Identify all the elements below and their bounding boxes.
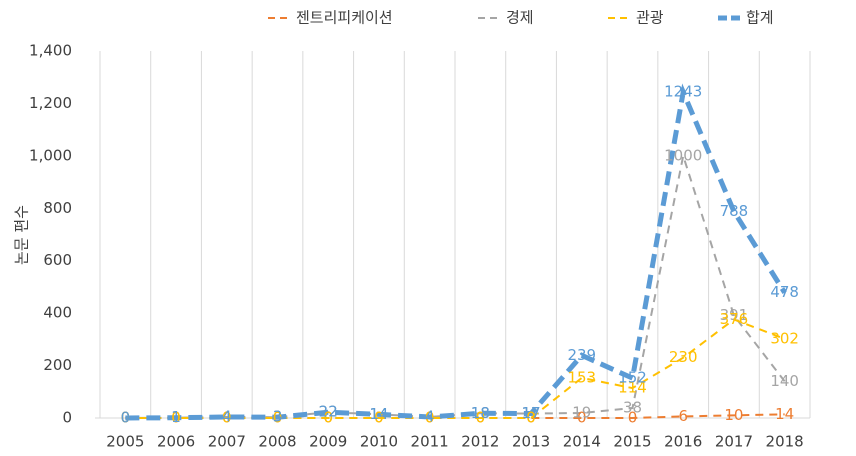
data-label: 391 [720, 306, 749, 324]
legend-label: 젠트리피케이션 [296, 9, 393, 27]
data-label: 0 [273, 409, 283, 427]
data-label: 4 [425, 407, 435, 425]
data-label: 1000 [664, 146, 702, 164]
data-label: 22 [319, 403, 338, 421]
data-label: 140 [770, 372, 799, 390]
x-tick-label: 2006 [157, 433, 195, 451]
data-label: 0 [476, 409, 486, 427]
data-label: 0 [121, 409, 131, 427]
data-label: 0 [171, 409, 181, 427]
data-label: 3 [273, 408, 283, 426]
series-line [125, 318, 786, 419]
y-tick-label: 800 [43, 199, 72, 217]
data-label: 0 [273, 409, 283, 427]
data-label: 22 [319, 403, 338, 421]
data-label: 0 [425, 409, 435, 427]
y-tick-label: 1,000 [29, 146, 72, 164]
data-label: 1 [171, 408, 181, 426]
data-label: 114 [618, 379, 647, 397]
data-label: 17 [522, 404, 541, 422]
data-label: 3 [273, 408, 283, 426]
data-label: 4 [425, 407, 435, 425]
series-line [125, 83, 787, 421]
data-label: 0 [323, 409, 333, 427]
y-axis-title: 논문 편수 [13, 205, 31, 265]
x-tick-label: 2005 [106, 433, 144, 451]
data-label: 0 [222, 409, 232, 427]
data-label: 0 [526, 409, 536, 427]
y-tick-label: 200 [43, 356, 72, 374]
data-label: 0 [374, 409, 384, 427]
y-tick-label: 1,200 [29, 94, 72, 112]
y-tick-label: 0 [62, 409, 72, 427]
data-label: 14 [775, 405, 794, 423]
data-label: 17 [522, 404, 541, 422]
x-tick-label: 2016 [664, 433, 702, 451]
x-tick-label: 2013 [512, 433, 550, 451]
data-label: 6 [678, 407, 688, 425]
data-label: 0 [476, 409, 486, 427]
data-label: 10 [724, 406, 743, 424]
x-tick-label: 2009 [309, 433, 347, 451]
data-label: 0 [323, 409, 333, 427]
x-tick-label: 2012 [461, 433, 499, 451]
x-tick-label: 2018 [766, 433, 804, 451]
data-label: 0 [628, 409, 638, 427]
data-label: 152 [618, 369, 647, 387]
legend-label: 합계 [746, 9, 774, 27]
data-label: 788 [720, 202, 749, 220]
data-label: 0 [526, 409, 536, 427]
data-label: 376 [720, 310, 749, 328]
data-label: 0 [425, 409, 435, 427]
data-label: 230 [669, 348, 698, 366]
data-label: 0 [222, 409, 232, 427]
data-label: 0 [171, 409, 181, 427]
x-tick-label: 2014 [563, 433, 601, 451]
data-label: 18 [471, 404, 490, 422]
data-label: 18 [471, 404, 490, 422]
data-label: 1243 [664, 83, 702, 101]
legend-label: 경제 [506, 9, 534, 27]
data-label: 14 [369, 405, 388, 423]
data-label: 239 [567, 346, 596, 364]
data-label: 4 [222, 407, 232, 425]
data-label: 0 [577, 409, 587, 427]
data-label: 0 [121, 409, 131, 427]
y-tick-label: 400 [43, 304, 72, 322]
data-label: 478 [770, 283, 799, 301]
data-label: 1 [171, 408, 181, 426]
data-label: 0 [121, 409, 131, 427]
x-tick-label: 2008 [258, 433, 296, 451]
data-label: 4 [222, 407, 232, 425]
legend-label: 관광 [636, 9, 664, 27]
x-tick-label: 2010 [360, 433, 398, 451]
x-tick-label: 2015 [613, 433, 651, 451]
data-label: 19 [572, 404, 591, 422]
y-tick-label: 1,400 [29, 42, 72, 60]
data-label: 14 [369, 405, 388, 423]
x-tick-label: 2007 [208, 433, 246, 451]
data-label: 38 [623, 399, 642, 417]
data-label: 0 [121, 409, 131, 427]
x-tick-label: 2011 [411, 433, 449, 451]
data-label: 302 [770, 329, 799, 347]
y-tick-label: 600 [43, 251, 72, 269]
x-tick-label: 2017 [715, 433, 753, 451]
data-label: 0 [374, 409, 384, 427]
data-label: 153 [567, 368, 596, 386]
